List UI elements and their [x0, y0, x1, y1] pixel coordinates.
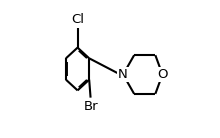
Text: N: N: [118, 68, 128, 81]
Text: O: O: [157, 68, 168, 81]
Text: Cl: Cl: [71, 13, 84, 26]
Text: Br: Br: [84, 100, 99, 113]
